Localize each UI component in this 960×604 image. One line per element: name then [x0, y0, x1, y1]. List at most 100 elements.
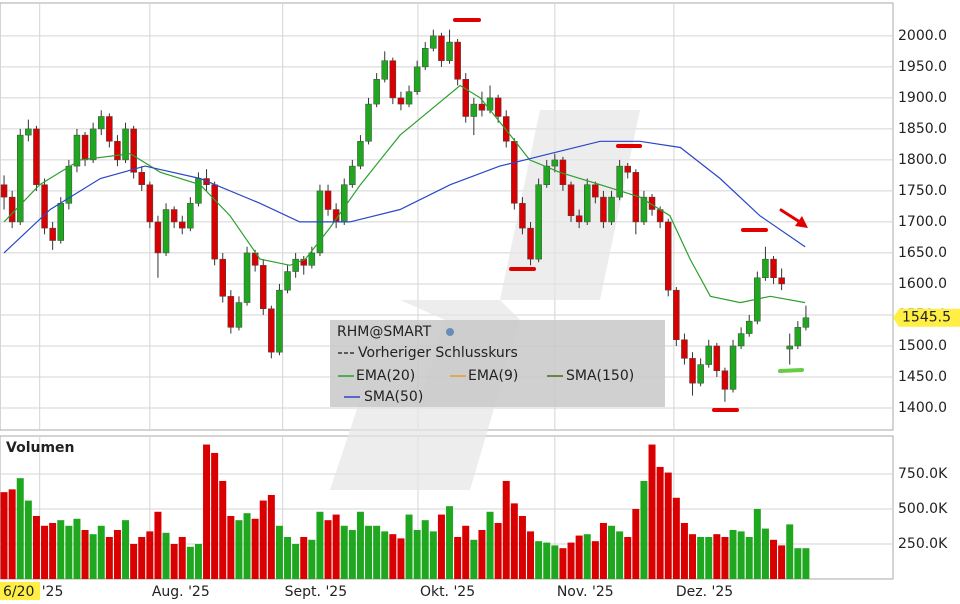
volume-bar [680, 522, 688, 579]
volume-bar [381, 531, 389, 579]
volume-bar [97, 525, 105, 579]
candle-body [502, 116, 510, 142]
candle-body [713, 345, 721, 372]
candle-body [365, 103, 372, 142]
cursor-label-box [0, 582, 40, 600]
candle-body [616, 165, 623, 198]
candle-body [8, 196, 16, 223]
volume-bar [49, 522, 57, 579]
volume-bar [8, 489, 16, 579]
volume-bar [130, 543, 138, 579]
candle-body [551, 159, 559, 167]
y-tick-label: 1950.0 [898, 59, 947, 75]
candle-body [81, 134, 89, 161]
volume-bar [737, 531, 745, 579]
candle-body [470, 103, 478, 117]
candle-body [462, 79, 469, 117]
volume-bar [203, 444, 211, 579]
volume-bar [32, 515, 40, 579]
candle-body [478, 103, 486, 111]
candle-body [235, 302, 243, 328]
candle-body [454, 41, 461, 80]
candle-body [195, 178, 202, 204]
indicator-line [3, 140, 806, 254]
candle-body [405, 91, 413, 105]
volume-bar [365, 525, 373, 579]
candle-body [284, 271, 291, 291]
candle-body [543, 165, 550, 185]
volume-bar [259, 500, 267, 579]
volume-bar [340, 525, 348, 579]
candle-body [786, 345, 793, 350]
last-price-label: 1545.5 [902, 310, 951, 326]
candle-body [705, 345, 712, 365]
legend-box [330, 320, 665, 407]
candle-body [178, 221, 186, 229]
candle-body [689, 358, 696, 384]
candle-body [106, 116, 113, 142]
volume-bar [146, 531, 154, 579]
annotations [453, 18, 808, 412]
volume-bar [462, 525, 470, 579]
volume-bar [640, 480, 648, 579]
volume-bar [494, 522, 502, 579]
y-tick-label: 1850.0 [898, 121, 947, 137]
volume-bar [672, 497, 680, 579]
candle-body [41, 184, 48, 229]
volume-bar [405, 514, 413, 579]
volume-bar [616, 531, 624, 579]
volume-bar [567, 542, 575, 579]
volume-bar [518, 515, 526, 579]
volume-bar [73, 518, 81, 579]
x-tick-label: Dez. '25 [676, 584, 733, 600]
candle-body [624, 165, 631, 173]
legend-label: EMA(20) [356, 368, 415, 384]
volume-bar [324, 520, 332, 579]
volume-bar [186, 546, 194, 579]
y-tick-label: 250.0K [898, 536, 948, 552]
volume-bar [624, 536, 632, 579]
candle-body [57, 203, 64, 241]
candle-body [381, 60, 388, 80]
candle-body [721, 370, 729, 390]
volume-bar [770, 539, 778, 579]
legend-title: RHM@SMART [337, 324, 432, 340]
candle-body [673, 289, 680, 341]
volume-bar [154, 511, 162, 579]
candle-body [243, 252, 251, 303]
candle-body [494, 97, 502, 117]
candle-body [187, 203, 194, 229]
candle-body [762, 258, 769, 278]
x-tick-label: Aug. '25 [152, 584, 210, 600]
volume-bar [721, 536, 729, 579]
volume-bar [786, 524, 794, 579]
volume-bar [397, 538, 405, 579]
candle-body [349, 165, 356, 185]
candle-body [389, 60, 397, 99]
y-tick-label: 1500.0 [898, 338, 947, 354]
volume-title: Volumen [6, 440, 75, 456]
volume-bar [575, 535, 583, 579]
y-tick-label: 2000.0 [898, 28, 947, 44]
candle-body [170, 209, 178, 223]
candle-body [640, 196, 648, 223]
candle-body [421, 48, 429, 68]
volume-bar [316, 511, 324, 579]
volume-bar [543, 542, 551, 579]
volume-bar [502, 480, 510, 579]
candle-body [592, 184, 599, 198]
volume-bar [138, 536, 146, 579]
candle-body [276, 289, 283, 353]
candle-body [122, 128, 129, 161]
candle-body [575, 215, 583, 223]
volume-bar [632, 508, 640, 579]
legend-label: Vorheriger Schlusskurs [358, 345, 518, 361]
volume-bar [81, 529, 89, 579]
volume-bar [105, 536, 113, 579]
volume-bar [275, 525, 283, 579]
volume-bar [219, 480, 227, 579]
candle-body [25, 128, 32, 136]
volume-bar [429, 531, 437, 579]
volume-bar [794, 548, 802, 579]
volume-bar [211, 452, 219, 579]
